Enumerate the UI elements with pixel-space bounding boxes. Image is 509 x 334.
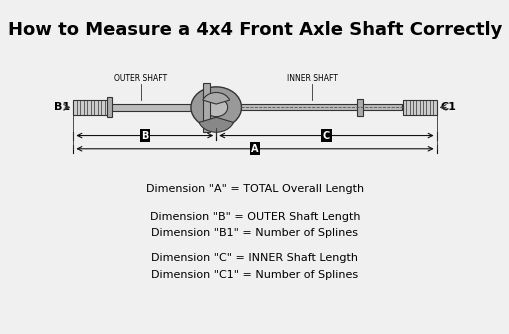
Circle shape — [205, 98, 227, 117]
Text: C: C — [322, 131, 329, 141]
Text: Dimension "C1" = Number of Splines: Dimension "C1" = Number of Splines — [151, 270, 358, 280]
Text: INNER SHAFT: INNER SHAFT — [286, 73, 337, 82]
Text: C1: C1 — [440, 102, 456, 112]
Text: How to Measure a 4x4 Front Axle Shaft Correctly: How to Measure a 4x4 Front Axle Shaft Co… — [8, 21, 501, 39]
Text: B1: B1 — [54, 102, 70, 112]
Text: B: B — [141, 131, 148, 141]
Text: A: A — [251, 144, 258, 154]
Text: Dimension "B1" = Number of Splines: Dimension "B1" = Number of Splines — [151, 228, 358, 238]
Bar — [240, 105, 401, 110]
Text: Dimension "B" = OUTER Shaft Length: Dimension "B" = OUTER Shaft Length — [150, 212, 359, 222]
Bar — [402, 100, 436, 115]
Text: Dimension "A" = TOTAL Overall Length: Dimension "A" = TOTAL Overall Length — [146, 184, 363, 194]
Bar — [73, 100, 108, 115]
Bar — [108, 104, 210, 111]
Bar — [356, 99, 362, 116]
Wedge shape — [203, 93, 229, 104]
Text: Dimension "C" = INNER Shaft Length: Dimension "C" = INNER Shaft Length — [151, 253, 358, 263]
Bar — [203, 82, 210, 132]
Text: OUTER SHAFT: OUTER SHAFT — [114, 73, 167, 82]
Circle shape — [190, 87, 241, 128]
Bar — [107, 98, 112, 117]
Wedge shape — [199, 117, 233, 132]
